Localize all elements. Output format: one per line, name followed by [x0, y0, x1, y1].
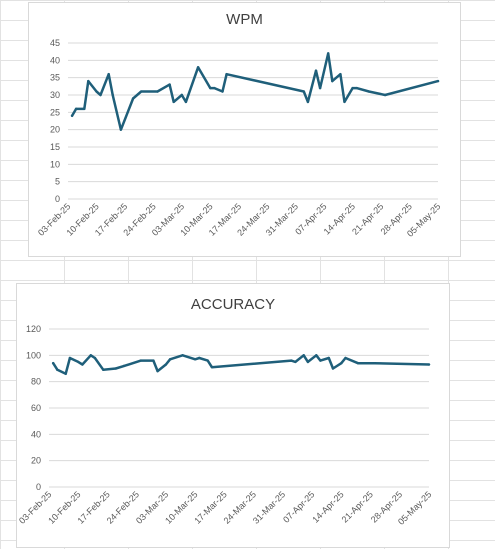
data-point — [168, 83, 171, 86]
data-point — [107, 73, 110, 76]
data-point — [344, 356, 347, 360]
data-point — [213, 86, 216, 90]
data-point — [56, 368, 59, 372]
y-tick-label: 0 — [55, 194, 60, 204]
data-point — [331, 79, 334, 83]
data-point — [340, 362, 343, 365]
data-point — [156, 90, 159, 93]
y-tick-label: 35 — [50, 73, 60, 83]
y-tick-label: 40 — [31, 429, 41, 439]
data-point — [306, 360, 310, 364]
data-point — [172, 100, 175, 104]
data-point — [131, 97, 135, 100]
accuracy-chart[interactable]: ACCURACY 0 20 40 60 80 100 120 03-Feb-25 10-Feb-… — [16, 283, 450, 548]
y-tick-label: 60 — [31, 403, 41, 413]
data-point — [209, 86, 212, 90]
y-tick-label: 15 — [50, 142, 60, 152]
data-point — [64, 372, 67, 375]
data-point — [210, 365, 214, 369]
data-point — [373, 362, 376, 365]
data-point — [168, 358, 172, 361]
data-point — [221, 90, 224, 93]
data-point — [206, 359, 209, 362]
data-point — [319, 359, 322, 362]
data-point — [184, 100, 188, 104]
series-line — [70, 52, 440, 131]
data-point — [436, 79, 440, 83]
data-point — [164, 363, 168, 366]
data-point — [302, 90, 306, 93]
data-point — [87, 79, 90, 83]
data-point — [306, 100, 310, 104]
data-point — [68, 356, 72, 360]
chart-title: ACCURACY — [190, 296, 276, 313]
y-tick-label: 5 — [55, 177, 60, 187]
data-point — [289, 359, 293, 362]
data-point — [181, 354, 184, 357]
data-point — [355, 86, 358, 90]
wpm-chart-plot: 05101520253035404503-Feb-2510-Feb-2517-F… — [36, 38, 442, 239]
data-point — [99, 93, 102, 97]
data-point — [77, 360, 80, 364]
data-point — [193, 358, 197, 361]
y-tick-label: 120 — [26, 324, 41, 334]
data-point — [156, 369, 159, 373]
data-point — [327, 52, 330, 55]
data-point — [331, 367, 335, 370]
data-point — [139, 90, 143, 93]
y-tick-label: 80 — [31, 377, 41, 387]
accuracy-chart-plot: 02040608010012003-Feb-2510-Feb-2517-Feb-… — [17, 324, 433, 527]
series-line — [51, 354, 431, 376]
data-point — [351, 86, 354, 90]
y-tick-label: 25 — [50, 107, 60, 117]
y-tick-label: 45 — [50, 38, 60, 48]
data-point — [327, 356, 330, 360]
data-point — [196, 66, 200, 69]
data-point — [383, 93, 387, 97]
data-point — [111, 93, 114, 97]
data-point — [294, 360, 297, 364]
data-point — [102, 368, 105, 372]
data-point — [119, 128, 123, 131]
data-point — [198, 356, 201, 360]
data-point — [93, 356, 97, 360]
data-point — [51, 362, 55, 365]
data-point — [81, 363, 84, 366]
y-tick-label: 10 — [50, 159, 60, 169]
data-point — [139, 359, 143, 362]
wpm-chart[interactable]: WPM 0 5 10 15 20 25 30 35 40 45 03-Feb-25 10-Feb-25… — [28, 2, 461, 257]
y-tick-label: 40 — [50, 55, 60, 65]
data-point — [114, 367, 118, 370]
data-point — [339, 73, 342, 76]
data-point — [95, 90, 98, 93]
data-point — [89, 354, 92, 357]
data-point — [315, 354, 318, 357]
data-point — [74, 107, 78, 111]
data-point — [83, 107, 86, 111]
y-tick-label: 30 — [50, 90, 60, 100]
y-tick-label: 20 — [31, 456, 41, 466]
y-tick-label: 0 — [36, 482, 41, 492]
data-point — [225, 73, 228, 76]
data-point — [180, 93, 184, 97]
data-point — [367, 90, 371, 93]
data-point — [314, 69, 318, 72]
data-point — [152, 359, 155, 362]
y-tick-label: 100 — [26, 350, 41, 360]
data-point — [343, 100, 346, 104]
data-point — [318, 86, 322, 90]
data-point — [356, 362, 360, 365]
data-point — [122, 364, 126, 368]
data-point — [302, 354, 305, 357]
y-tick-label: 20 — [50, 125, 60, 135]
data-point — [427, 363, 431, 366]
data-point — [70, 114, 74, 118]
chart-title: WPM — [226, 11, 263, 28]
